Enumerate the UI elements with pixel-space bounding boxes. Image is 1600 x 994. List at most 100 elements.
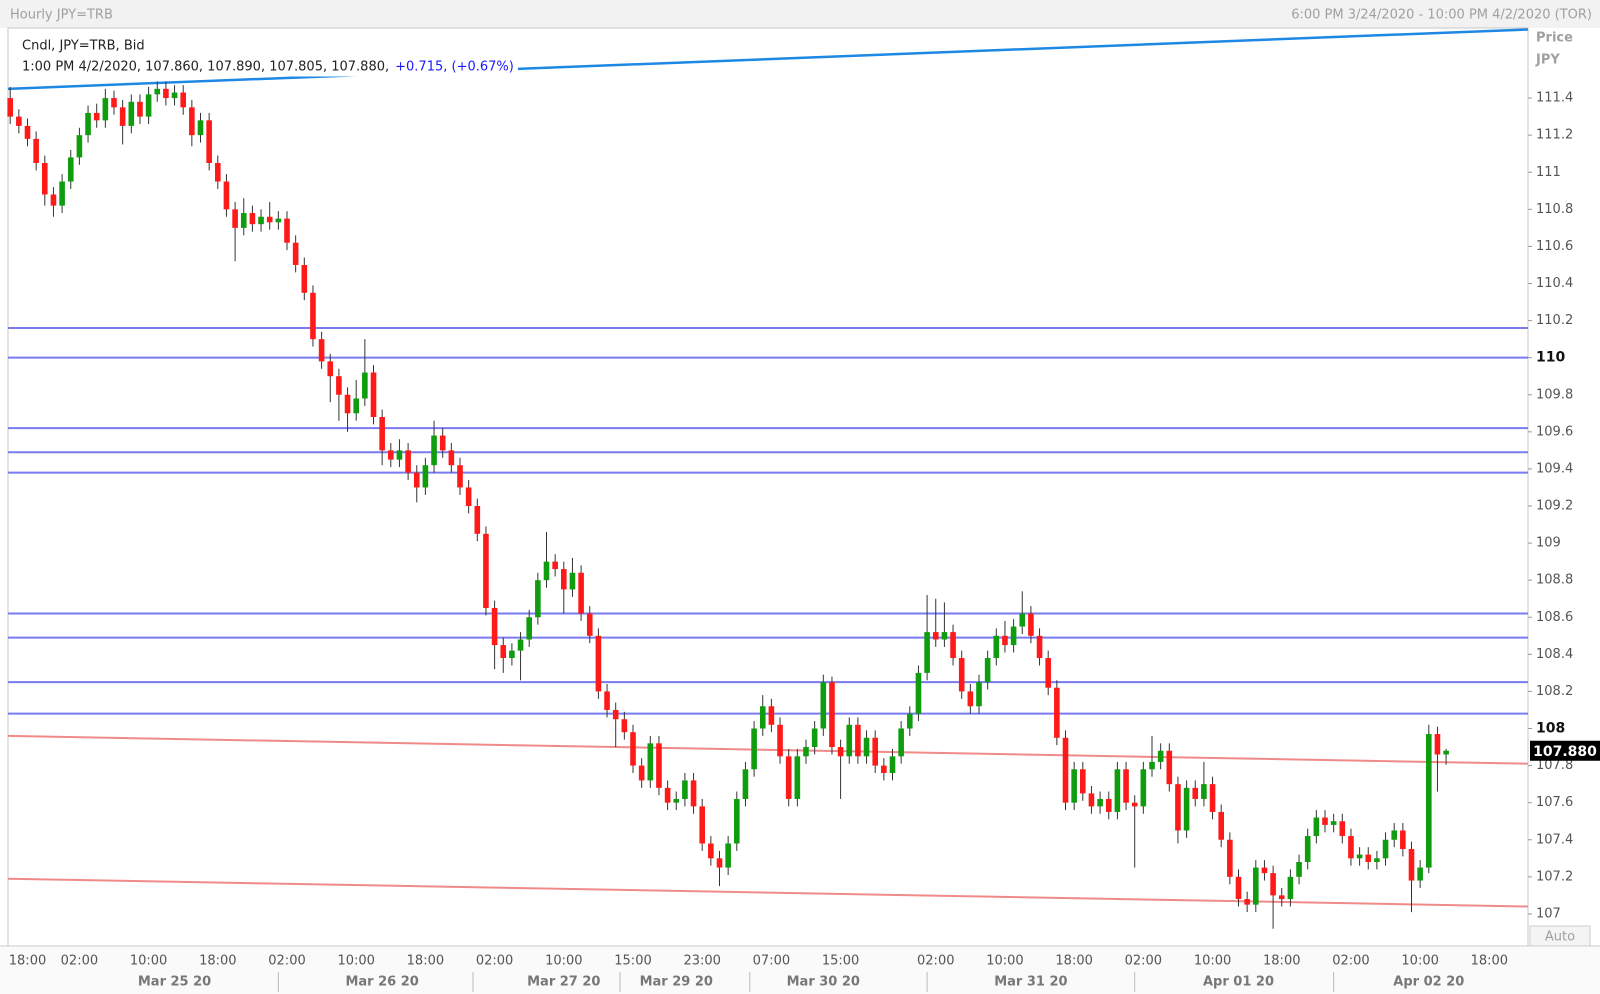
- candle-body: [941, 632, 948, 640]
- axis-label: Price: [1536, 31, 1573, 46]
- candle-body: [924, 632, 930, 673]
- auto-label[interactable]: Auto: [1545, 930, 1575, 945]
- candle-body: [327, 361, 334, 377]
- candle-body: [1235, 876, 1242, 900]
- candle-body: [1010, 626, 1017, 646]
- legend-bg: [16, 36, 518, 77]
- candle-body: [1209, 784, 1216, 812]
- candle-body: [1227, 839, 1233, 877]
- y-tick-label: 110.4: [1536, 276, 1573, 291]
- date-label: Apr 02 20: [1393, 975, 1464, 990]
- candle-body: [656, 743, 662, 788]
- candle-body: [336, 376, 342, 395]
- candle-body: [284, 218, 290, 243]
- legend-line: 1:00 PM 4/2/2020, 107.860, 107.890, 107.…: [22, 60, 389, 75]
- candle-body: [1036, 635, 1043, 659]
- date-label: Mar 27 20: [527, 975, 600, 990]
- candle-body: [1192, 787, 1199, 799]
- candle-body: [1261, 867, 1268, 874]
- candle-body: [1045, 658, 1051, 688]
- candle-body: [232, 209, 238, 228]
- candle-body: [413, 472, 420, 488]
- x-tick-label: 18:00: [9, 954, 46, 969]
- candle-body: [1426, 734, 1432, 868]
- chart-title: Hourly JPY=TRB: [10, 8, 113, 23]
- candle-body: [950, 632, 956, 659]
- trend-line: [7, 877, 1529, 908]
- candle-body: [119, 107, 126, 126]
- y-tick-label: 109.4: [1536, 461, 1573, 476]
- candle-body: [1088, 793, 1095, 807]
- y-tick-label: 111: [1536, 165, 1561, 180]
- candle-body: [431, 435, 437, 466]
- candle-body: [33, 138, 39, 163]
- y-tick-label: 111.2: [1536, 128, 1573, 143]
- candle-body: [664, 787, 671, 803]
- candle-body: [1183, 787, 1190, 831]
- y-tick-label: 108.6: [1536, 610, 1573, 625]
- candle-body: [388, 450, 394, 460]
- candle-body: [1131, 802, 1138, 807]
- candle-body: [102, 98, 109, 121]
- candle-body: [275, 218, 282, 223]
- y-tick-label: 110: [1536, 350, 1565, 366]
- candle-body: [1157, 750, 1164, 762]
- candle-body: [517, 639, 524, 651]
- candle-body: [353, 398, 359, 414]
- candle-body: [500, 645, 507, 659]
- candle-body: [59, 181, 65, 206]
- y-tick-label: 108.8: [1536, 573, 1573, 588]
- candle-body: [249, 213, 256, 225]
- candle-body: [301, 264, 308, 293]
- x-tick-label: 10:00: [130, 954, 167, 969]
- candle-body: [898, 728, 904, 757]
- candle-body: [1443, 750, 1449, 755]
- candle-body: [958, 658, 965, 692]
- candle-body: [422, 465, 429, 488]
- y-tick-label: 107.2: [1536, 869, 1573, 884]
- candle-body: [725, 843, 731, 868]
- y-tick-label: 107: [1536, 906, 1561, 921]
- candle-body: [1028, 613, 1034, 636]
- legend-change: +0.715, (+0.67%): [395, 60, 514, 75]
- candle-body: [137, 101, 143, 117]
- candle-body: [976, 682, 982, 707]
- x-tick-label: 02:00: [61, 954, 98, 969]
- candle-body: [180, 92, 186, 108]
- y-tick-label: 107.6: [1536, 795, 1573, 810]
- x-tick-label: 18:00: [1471, 954, 1508, 969]
- candle-body: [1062, 737, 1069, 803]
- candle-body: [543, 561, 550, 581]
- y-tick-label: 107.8: [1536, 758, 1573, 773]
- candle-body: [569, 572, 576, 590]
- candle-body: [145, 94, 152, 117]
- candle-body: [673, 798, 680, 803]
- candle-body: [889, 756, 896, 774]
- candle-body: [509, 650, 515, 659]
- x-tick-label: 18:00: [199, 954, 236, 969]
- candle-body: [163, 88, 169, 99]
- candle-body: [742, 769, 749, 799]
- candle-body: [1434, 734, 1441, 755]
- candle-body: [76, 135, 83, 158]
- candle-body: [1175, 784, 1181, 831]
- candle-body: [881, 765, 887, 774]
- x-tick-label: 02:00: [268, 954, 305, 969]
- date-label: Mar 29 20: [640, 975, 713, 990]
- candle-body: [1330, 821, 1337, 825]
- x-tick-label: 02:00: [917, 954, 954, 969]
- x-tick-label: 23:00: [683, 954, 720, 969]
- candle-body: [829, 682, 835, 748]
- candle-body: [1287, 876, 1294, 900]
- y-tick-label: 109.6: [1536, 424, 1573, 439]
- candle-body: [526, 617, 532, 640]
- candle-body: [67, 157, 74, 182]
- candle-body: [855, 724, 861, 757]
- candle-body: [1296, 862, 1302, 877]
- candle-body: [318, 339, 325, 362]
- candle-body: [1166, 750, 1173, 785]
- candle-body: [379, 417, 385, 451]
- candle-body: [708, 843, 714, 859]
- candle-body: [595, 635, 602, 692]
